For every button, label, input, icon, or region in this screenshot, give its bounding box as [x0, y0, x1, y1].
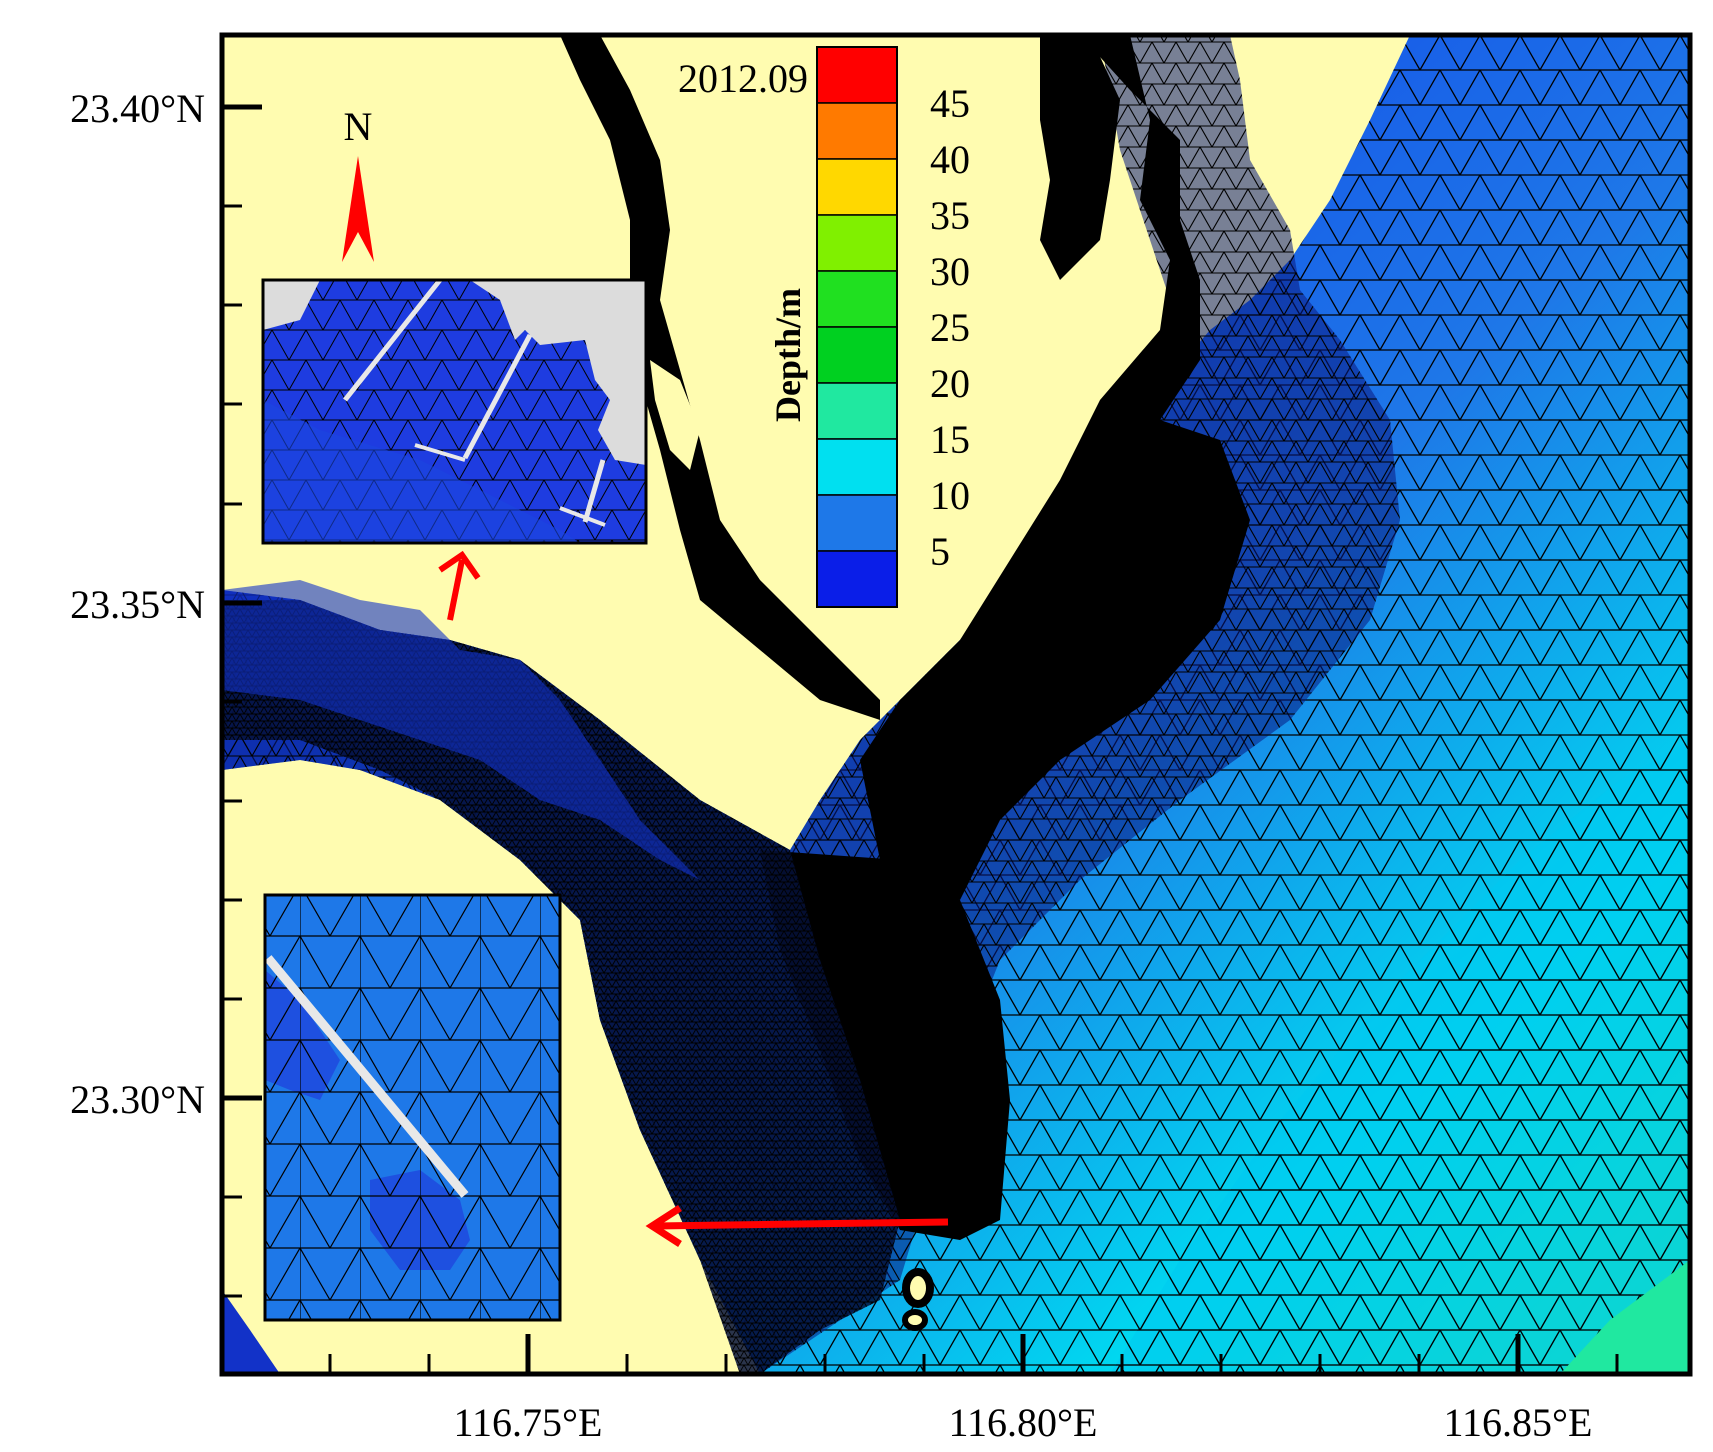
pointer-arrows — [438, 550, 949, 1247]
pointer-arrow-lower — [654, 1218, 949, 1230]
colorbar-swatch — [816, 214, 898, 272]
colorbar-tick-label: 45 — [930, 81, 970, 126]
inset-upper-groyne — [582, 459, 606, 523]
inset-upper-groyne — [414, 443, 466, 462]
pointer-arrow-lower-head — [645, 1205, 682, 1247]
colorbar-swatch — [816, 102, 898, 160]
inset-lower — [263, 893, 562, 1322]
colorbar-tick-label: 30 — [930, 249, 970, 294]
colorbar-tick-label: 35 — [930, 193, 970, 238]
y-tick-label-23-35: 23.35°N — [70, 582, 205, 627]
estuary-channel-mesh — [860, 35, 1250, 900]
colorbar-tick-label: 25 — [930, 305, 970, 350]
offshore-mesh-lines — [1110, 740, 1690, 1374]
colorbar-title: Depth/m — [768, 288, 808, 422]
colorbar-tick-label: 20 — [930, 361, 970, 406]
west-channel-mesh — [222, 580, 700, 880]
pointer-arrow-upper — [447, 559, 465, 621]
offshore-deepest-water — [1560, 1260, 1690, 1374]
axis-ticks — [222, 104, 1619, 1374]
colorbar-tick-label: 10 — [930, 473, 970, 518]
north-label: N — [344, 104, 373, 149]
north-arrow: N — [342, 104, 374, 262]
inset-lower-groyne — [264, 955, 469, 1198]
x-tick-label-116-75: 116.75°E — [454, 1400, 603, 1445]
x-tick-label-116-85: 116.85°E — [1444, 1400, 1593, 1445]
small-island — [902, 1309, 928, 1331]
inset-lower-frame — [263, 893, 562, 1322]
colorbar-swatch — [816, 46, 898, 104]
colorbar-tick-label: 5 — [930, 529, 950, 574]
small-island — [902, 1268, 934, 1308]
map-plot-area — [222, 35, 1690, 1374]
date-label: 2012.09 — [678, 56, 808, 101]
inset-upper-groyne — [559, 506, 606, 527]
inset-upper-groyne — [462, 333, 533, 460]
y-tick-label-23-40: 23.40°N — [70, 86, 205, 131]
north-river-islet — [650, 360, 700, 470]
inset-upper-frame — [261, 278, 648, 545]
colorbar-swatch — [816, 550, 898, 608]
colorbar-tick-label: 15 — [930, 417, 970, 462]
inset-upper — [261, 278, 648, 545]
colorbar-swatch — [816, 382, 898, 440]
colorbar-swatch — [816, 326, 898, 384]
colorbar-swatch — [816, 270, 898, 328]
inset-upper-groyne — [343, 278, 442, 402]
north-arrow-icon — [342, 156, 374, 262]
y-tick-label-23-30: 23.30°N — [70, 1077, 205, 1122]
inset-upper-deeper-zone — [263, 400, 580, 543]
pointer-arrow-upper-head — [438, 550, 481, 580]
river-mouth-mesh-lines — [222, 600, 900, 1374]
colorbar-swatch — [816, 494, 898, 552]
colorbar-tick-label: 40 — [930, 137, 970, 182]
north-river-channel — [560, 35, 880, 720]
colorbar-frame — [816, 46, 898, 608]
inset-lower-mesh — [265, 895, 560, 1320]
colorbar-swatch — [816, 438, 898, 496]
southwest-water — [222, 1290, 280, 1374]
colorbar-swatch — [816, 158, 898, 216]
main-channel-mesh — [760, 850, 1010, 1240]
x-tick-label-116-80: 116.80°E — [949, 1400, 1098, 1445]
east-river-channel — [1040, 35, 1120, 280]
depth-colorbar: 45 40 35 30 25 20 15 10 5 — [816, 46, 970, 608]
plot-frame — [219, 32, 1693, 1377]
